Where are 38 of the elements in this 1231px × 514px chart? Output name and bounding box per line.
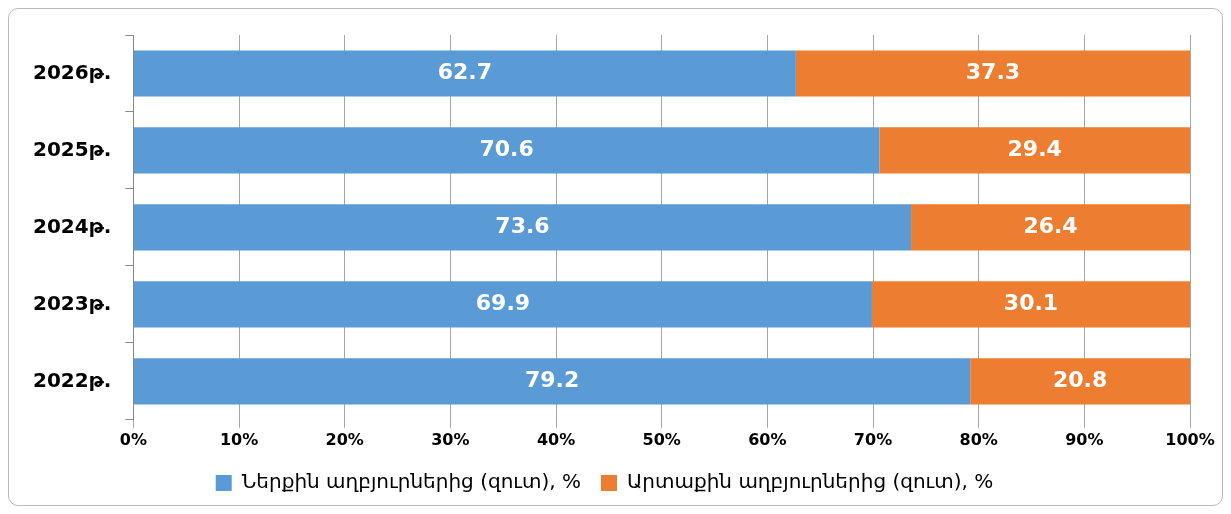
data-label: 70.6 (479, 136, 534, 162)
x-tick-label: 20% (325, 429, 364, 449)
x-tick-label: 50% (642, 429, 681, 449)
bar (795, 50, 1190, 97)
x-tick-label: 0% (119, 429, 147, 449)
y-tick-label: 2025թ. (32, 136, 112, 161)
data-label: 69.9 (475, 290, 531, 316)
bar (133, 50, 796, 97)
bar (879, 127, 1190, 174)
x-tick-label: 40% (536, 429, 576, 449)
bar (133, 281, 872, 328)
y-tick-label: 2022թ. (32, 367, 112, 392)
bar (133, 358, 971, 405)
data-label: 79.2 (524, 367, 580, 393)
data-label: 30.1 (1003, 290, 1059, 316)
x-tick-label: 60% (748, 429, 787, 449)
x-tick-label: 90% (1065, 429, 1104, 449)
x-tick-label: 100% (1165, 429, 1215, 449)
y-tick-label: 2024թ. (32, 213, 112, 238)
x-tick-label: 70% (853, 429, 893, 449)
bar (871, 281, 1190, 328)
data-label: 62.7 (437, 59, 493, 85)
bar (911, 204, 1190, 251)
data-label: 29.4 (1007, 136, 1062, 162)
data-label: 37.3 (965, 59, 1021, 85)
legend-label: Ներքին աղբյուրներից (զուտ), % (241, 469, 581, 494)
x-tick-label: 30% (431, 429, 470, 449)
x-tick-label: 10% (219, 429, 259, 449)
bar (133, 204, 912, 251)
bar (133, 127, 880, 174)
bar (970, 358, 1190, 405)
data-label: 73.6 (495, 213, 550, 239)
y-tick-label: 2023թ. (32, 290, 112, 315)
legend-label: Արտաքին աղբյուրներից (զուտ), % (626, 469, 994, 494)
data-label: 26.4 (1023, 213, 1078, 239)
y-tick-label: 2026թ. (32, 59, 112, 84)
data-label: 20.8 (1052, 367, 1108, 393)
x-tick-label: 80% (959, 429, 998, 449)
